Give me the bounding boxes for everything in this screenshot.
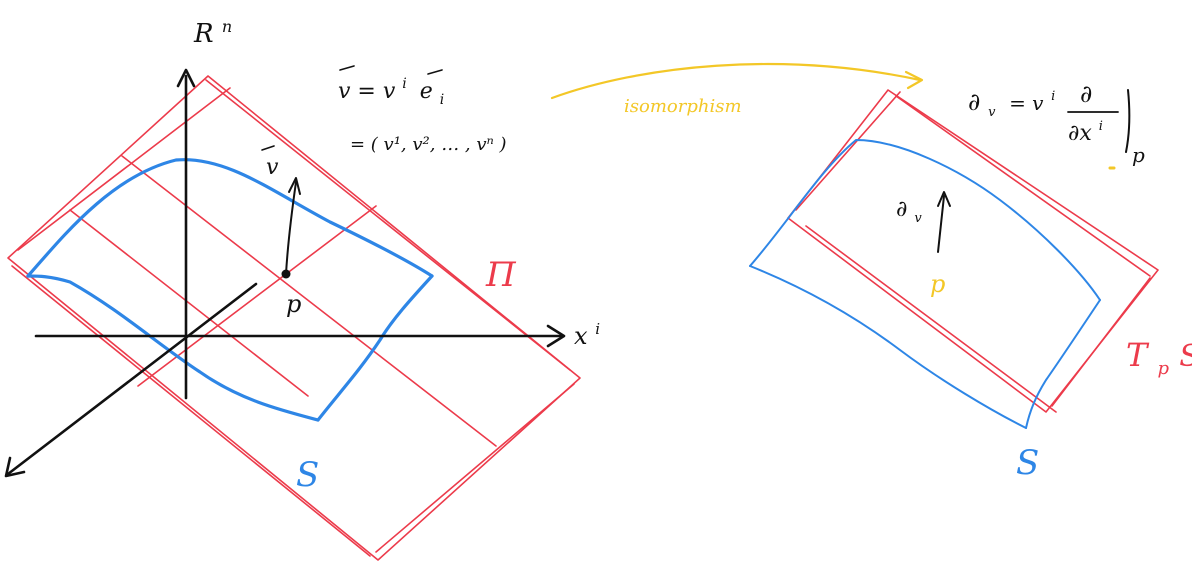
plane-pi-grid-line-2	[137, 205, 377, 387]
left-diagram: R n x i v p Π S v = v i e i = ( v¹, v², …	[4, 17, 600, 561]
surface-s-top-edge	[26, 158, 434, 278]
isomorphism-arrow: isomorphism	[550, 63, 924, 117]
vector-formula-line1: v = v	[338, 79, 396, 104]
vertical-axis-arrowhead	[176, 68, 196, 88]
depth-axis	[6, 282, 258, 476]
tangent-plane-top-left-inner	[795, 91, 901, 211]
svg-text:T p S: T p S	[1126, 336, 1192, 382]
vector-v-shaft	[285, 181, 297, 275]
coordinate-axes	[4, 68, 566, 478]
vector-formula-e-arrow	[427, 69, 443, 75]
tangent-plane-label: T	[1126, 336, 1150, 374]
vector-formula-v-arrow	[339, 65, 355, 71]
tangent-formula-numerator: ∂	[1080, 80, 1092, 108]
isomorphism-arrow-head	[904, 70, 924, 90]
svg-text:∂ v = v: ∂ v = v i	[968, 88, 1055, 122]
surface-s-label-left: S	[296, 455, 319, 495]
point-p-dot	[281, 269, 291, 279]
depth-axis-arrowhead	[4, 456, 26, 478]
isomorphism-label: isomorphism	[624, 96, 742, 117]
tangent-vector-v	[281, 177, 301, 279]
tangent-formula-eq: = v	[1009, 91, 1044, 115]
plane-pi-top-right-edge-inner	[205, 79, 571, 371]
vector-v-arrowhead	[288, 177, 301, 195]
dv-label: ∂	[896, 197, 907, 222]
svg-text:x i: x i	[574, 320, 600, 350]
plane-pi-outer-edge	[7, 75, 581, 561]
x-axis-label: x	[574, 322, 588, 350]
plane-pi	[7, 75, 581, 561]
dv-vector-arrowhead	[937, 191, 951, 207]
x-axis-arrowhead	[546, 324, 566, 348]
vector-v-label: v	[266, 155, 279, 180]
tangent-formula-eval-bar	[1125, 89, 1131, 153]
tangent-plane-label-tail: S	[1179, 339, 1192, 374]
tangent-formula-denominator: ∂x	[1068, 121, 1092, 146]
surface-s-right-edge	[316, 274, 434, 422]
x-axis-exponent: i	[595, 320, 600, 338]
point-p-label: p	[286, 290, 301, 318]
vector-formula-line1-index: i	[402, 76, 406, 92]
tangent-plane-top-right-inner	[895, 95, 1151, 277]
svg-text:R n: R n	[193, 17, 232, 49]
space-exponent: n	[222, 17, 232, 36]
vector-v-label-arrow	[261, 145, 275, 151]
svg-text:∂ v: ∂ v	[896, 197, 922, 226]
space-label: R	[193, 19, 214, 49]
tangent-plane-label-sub: p	[1158, 358, 1170, 379]
plane-pi-grid-line-3	[69, 209, 309, 397]
surface-s-right-bottom-edge	[749, 265, 1027, 429]
plane-pi-grid-line-1	[121, 155, 497, 447]
tangent-plane-bottom-left-inner	[805, 225, 1057, 413]
plane-pi-bottom-left-edge-inner	[11, 265, 371, 557]
tangent-plane-outer-edge	[787, 89, 1159, 413]
surface-s-bottom-edge	[26, 274, 320, 422]
tangent-formula-eq-index: i	[1051, 89, 1055, 104]
plane-pi-top-left-edge-inner	[17, 87, 231, 251]
plane-pi-bottom-right-edge-inner	[375, 383, 575, 553]
right-diagram: ∂ v p T p S S ∂ v = v i ∂ ∂x i p	[749, 80, 1192, 483]
dv-label-sub: v	[914, 211, 922, 226]
vector-formula-line2: = ( v¹, v², … , vⁿ )	[350, 134, 507, 155]
tangent-plane-bottom-right-inner	[1051, 277, 1151, 407]
surface-s-right	[749, 139, 1101, 429]
tangent-plane	[787, 89, 1159, 413]
point-p-label-right: p	[930, 270, 945, 298]
svg-text:∂x i: ∂x i	[1068, 119, 1103, 146]
vector-formula-basis: e	[420, 79, 433, 104]
tangent-formula: ∂ v = v i ∂ ∂x i p	[968, 80, 1145, 170]
tangent-formula-lhs: ∂	[968, 88, 980, 116]
dv-vector-shaft	[937, 195, 945, 253]
plane-pi-label: Π	[485, 255, 517, 295]
tangent-formula-eval-point: p	[1132, 143, 1145, 167]
surface-s	[26, 158, 434, 422]
tangent-vector-dv	[937, 191, 951, 253]
tangent-formula-denominator-index: i	[1099, 119, 1103, 134]
surface-s-label-right: S	[1016, 443, 1039, 483]
isomorphism-arrow-shaft	[550, 63, 922, 100]
vector-formula-basis-index: i	[440, 92, 444, 108]
surface-s-right-right-edge	[1025, 299, 1101, 429]
tangent-formula-lhs-sub: v	[988, 105, 996, 120]
vector-formula: v = v i e i = ( v¹, v², … , vⁿ )	[338, 65, 507, 155]
svg-text:v = v i e: v = v i e i	[338, 69, 444, 108]
surface-s-right-top-edge	[749, 139, 1101, 301]
